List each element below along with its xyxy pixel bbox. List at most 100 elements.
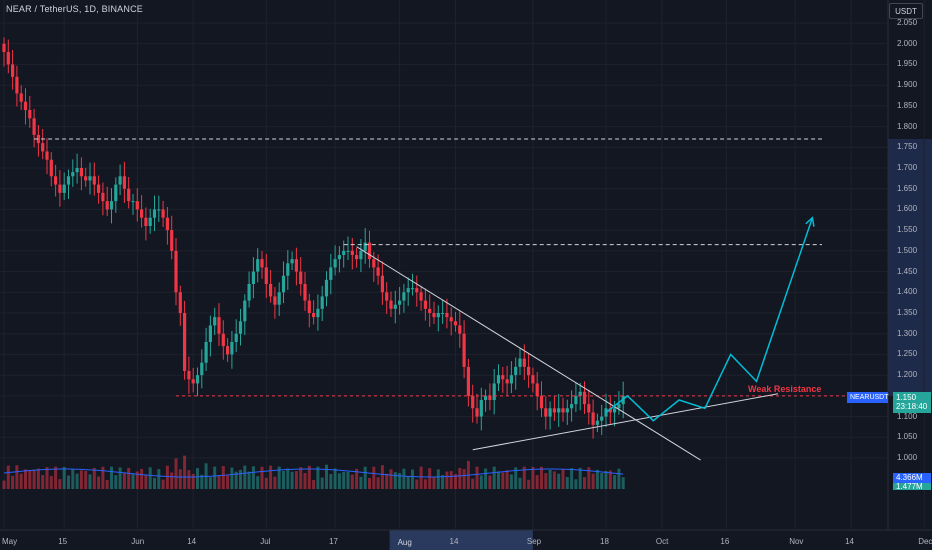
time-tick-label: Nov [789,537,804,546]
candle-body [531,375,535,384]
volume-bar [6,465,10,489]
volume-bar [71,469,75,489]
candle-body [471,395,475,409]
volume-bar [363,466,367,489]
candle-body [466,366,470,396]
price-tick-label: 1.900 [897,80,918,90]
volume-bar [540,466,543,489]
time-tick-label: 16 [720,537,730,546]
volume-bar [290,471,294,489]
volume-bar [11,475,15,489]
volume-bar [458,467,462,489]
candle-body [71,172,75,177]
volume-bar [621,477,625,489]
volume-bar [312,480,316,489]
candle-body [475,408,479,417]
candle-body [256,259,260,272]
volume-bar [148,467,152,489]
volume-bar [58,479,62,489]
candle-body [600,416,604,421]
price-tick-label: 1.550 [897,225,918,235]
volume-bar [337,473,341,489]
volume-bar [191,473,195,489]
time-tick-label: Aug [393,536,416,550]
candle-body [243,300,247,322]
volume-bar [135,471,139,489]
candle-body [436,313,440,318]
volume-bar [247,471,251,489]
time-tick-label: May [2,537,18,546]
candle-body [570,404,574,409]
volume-bar [355,468,359,489]
candle-body [6,52,10,65]
candle-body [294,259,298,272]
volume-bar [350,474,354,489]
candle-body [557,408,561,413]
volume-bar [15,465,19,489]
candle-body [449,317,453,322]
volume-bar [505,470,509,489]
candle-body [247,284,251,301]
candle-body [307,300,311,313]
candle-body [19,93,23,102]
price-tick-label: 1.400 [897,287,918,297]
time-tick-label: Oct [655,537,669,546]
candle-body [350,250,354,255]
candle-body [316,308,320,318]
candle-body [161,209,165,218]
volume-bar [122,472,126,489]
candle-body [45,151,49,160]
volume-bar [552,471,556,489]
candle-body [286,263,290,276]
volume-bar [561,469,565,489]
candle-body [484,395,488,400]
volume-bar [273,476,277,489]
volume-bar [385,473,389,489]
candle-body [221,333,225,347]
volume-bar [239,469,242,489]
candle-body [204,342,208,363]
candle-body [122,176,126,189]
price-tick-label: 1.750 [897,142,918,152]
volume-bar [423,479,427,489]
time-tick-label: 17 [329,537,338,546]
candle-body [230,342,234,355]
volume-bar [230,467,234,489]
price-tick-label: 1.700 [897,163,918,172]
candle-body [496,375,501,384]
candle-body [518,358,522,367]
volume-bar [299,467,303,489]
candle-body [380,275,384,293]
volume-bar [196,468,199,489]
candle-body [453,321,458,326]
volume-bar [574,479,578,489]
volume-bar [208,477,212,489]
candle-body [574,395,578,405]
candle-body [299,271,303,284]
volume-bar [19,473,23,489]
candle-body [2,43,6,52]
volume-bar [372,466,376,489]
candle-body [591,412,595,425]
candle-body [273,296,277,305]
candle-body [11,64,15,77]
volume-bar [41,475,45,489]
volume-bar [359,476,363,489]
candle-body [79,168,83,177]
projection-arrowhead [805,216,815,227]
candle-body [92,176,96,185]
volume-bar [604,470,608,489]
candle-body [281,275,286,293]
candle-body [195,375,200,384]
volume-bar [75,473,79,489]
candle-body [170,230,174,251]
symbol-name: NEARUSDT [850,394,889,401]
volume-bar [36,468,40,489]
currency-button[interactable]: USDT [889,3,923,19]
price-tick-label: 2.050 [897,18,918,27]
price-tick-label: 1.050 [897,432,918,442]
volume-bar [165,465,169,489]
volume-bar [256,476,260,489]
candle-body [617,404,621,409]
